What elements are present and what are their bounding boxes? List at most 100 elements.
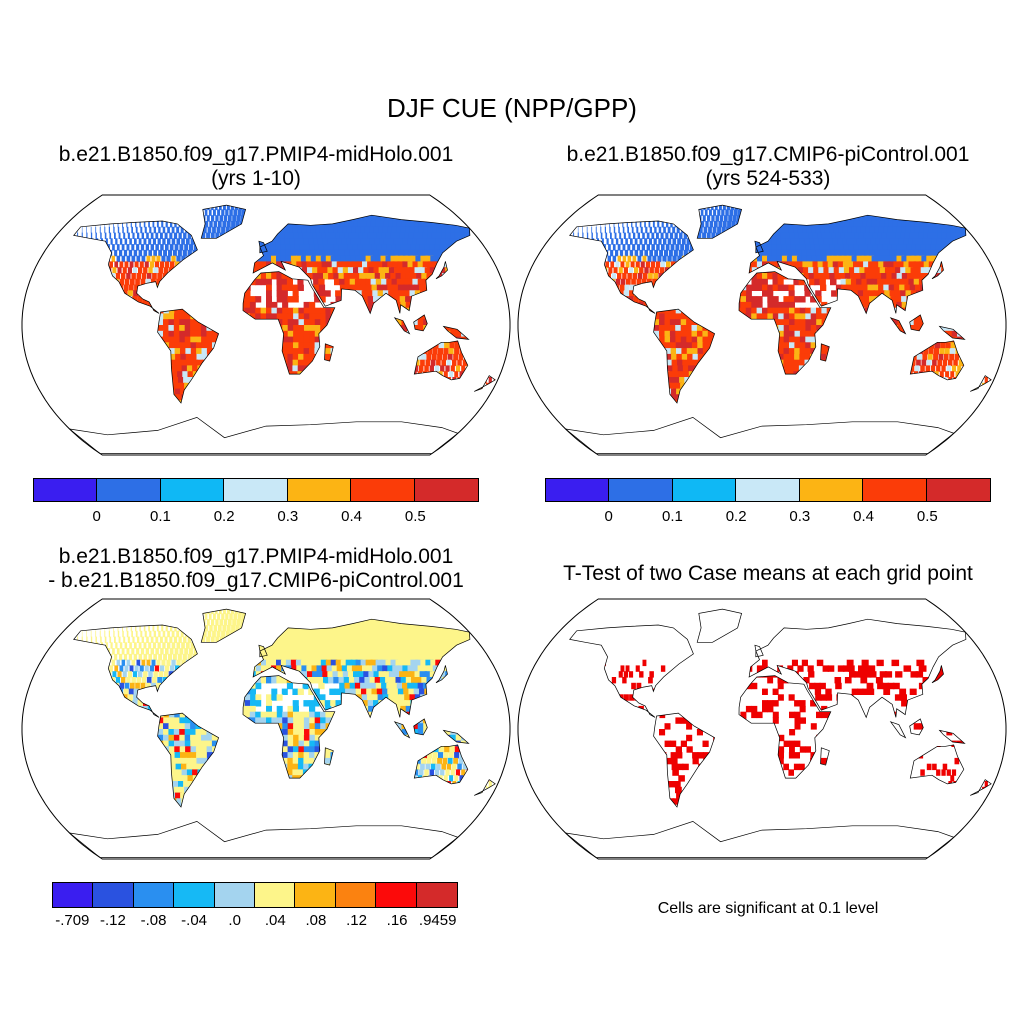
grid-cell	[487, 313, 495, 320]
grid-cell	[806, 209, 814, 216]
grid-cell	[430, 406, 432, 412]
grid-cell	[426, 215, 437, 222]
grid-cell	[134, 261, 139, 268]
grid-cell	[373, 249, 382, 257]
grid-cell	[891, 273, 899, 280]
grid-cell	[729, 301, 736, 309]
grid-cell	[699, 278, 705, 286]
grid-cell	[891, 255, 900, 263]
grid-cell	[414, 359, 420, 367]
grid-cell	[471, 330, 478, 338]
grid-cell	[895, 267, 903, 274]
grid-cell	[321, 215, 328, 222]
grid-cell	[864, 249, 873, 257]
grid-cell	[149, 388, 158, 395]
grid-cell	[94, 261, 98, 268]
grid-cell	[88, 244, 91, 251]
grid-cell	[57, 279, 61, 285]
grid-cell	[367, 205, 377, 211]
grid-cell	[669, 232, 674, 239]
grid-cell	[412, 313, 419, 320]
grid-cell	[215, 215, 219, 222]
grid-cell	[342, 226, 350, 234]
grid-cell	[90, 232, 93, 239]
grid-cell	[385, 232, 394, 239]
grid-cell	[389, 353, 395, 361]
grid-cell	[150, 371, 158, 378]
grid-cell	[96, 394, 105, 401]
grid-cell	[677, 238, 681, 245]
grid-cell	[204, 209, 208, 216]
grid-cell	[390, 394, 394, 401]
grid-cell	[434, 205, 446, 211]
grid-cell	[435, 394, 439, 401]
grid-cell	[675, 267, 680, 274]
grid-cell	[525, 308, 530, 314]
grid-cell	[302, 209, 309, 216]
grid-cell	[76, 365, 84, 372]
grid-cell	[442, 353, 448, 361]
grid-cell	[625, 261, 630, 268]
grid-cell	[46, 383, 55, 389]
grid-cell	[464, 278, 473, 286]
grid-cell	[636, 244, 641, 251]
grid-cell	[131, 377, 139, 384]
grid-cell	[961, 307, 969, 315]
grid-cell	[282, 342, 289, 349]
grid-cell	[333, 226, 341, 234]
grid-cell	[143, 249, 148, 257]
grid-cell	[475, 371, 479, 378]
grid-cell	[840, 221, 848, 228]
grid-cell	[859, 307, 866, 315]
grid-cell	[209, 377, 216, 384]
grid-cell	[732, 255, 738, 263]
grid-cell	[36, 371, 44, 377]
grid-cell	[694, 244, 699, 251]
grid-cell	[135, 319, 142, 326]
grid-cell	[435, 215, 446, 222]
grid-cell	[270, 238, 277, 245]
grid-cell	[431, 377, 436, 384]
grid-cell	[835, 209, 843, 216]
grid-cell	[159, 359, 167, 367]
grid-cell	[347, 267, 355, 274]
grid-cell	[982, 301, 990, 309]
grid-cell	[249, 336, 256, 343]
grid-cell	[723, 244, 729, 251]
grid-cell	[751, 278, 758, 286]
grid-cell	[702, 232, 706, 239]
grid-cell	[809, 278, 816, 286]
grid-cell	[887, 244, 895, 251]
grid-cell	[191, 353, 198, 361]
grid-cell	[783, 301, 790, 309]
grid-cell	[22, 319, 28, 325]
grid-cell	[767, 273, 774, 280]
grid-cell	[169, 348, 176, 355]
grid-cell	[879, 267, 887, 274]
grid-cell	[73, 377, 78, 384]
grid-cell	[261, 406, 266, 412]
grid-cell	[611, 238, 614, 245]
grid-cell	[468, 261, 477, 268]
grid-cell	[405, 394, 409, 401]
grid-cell	[282, 301, 289, 309]
grid-cell	[73, 382, 75, 390]
grid-cell	[855, 249, 863, 257]
grid-cell	[380, 394, 385, 401]
grid-cell	[213, 278, 220, 286]
grid-cell	[981, 278, 990, 286]
grid-cell	[113, 221, 114, 228]
grid-cell	[402, 371, 407, 378]
grid-cell	[315, 255, 323, 263]
grid-cell	[453, 244, 463, 251]
grid-cell	[388, 400, 392, 403]
grid-cell	[946, 313, 953, 320]
grid-cell	[848, 244, 856, 251]
grid-cell	[217, 301, 224, 309]
grid-cell	[371, 284, 379, 291]
grid-cell	[276, 319, 283, 326]
grid-cell	[114, 319, 121, 326]
grid-cell	[39, 261, 42, 267]
grid-cell	[441, 359, 446, 367]
grid-cell	[387, 226, 396, 234]
